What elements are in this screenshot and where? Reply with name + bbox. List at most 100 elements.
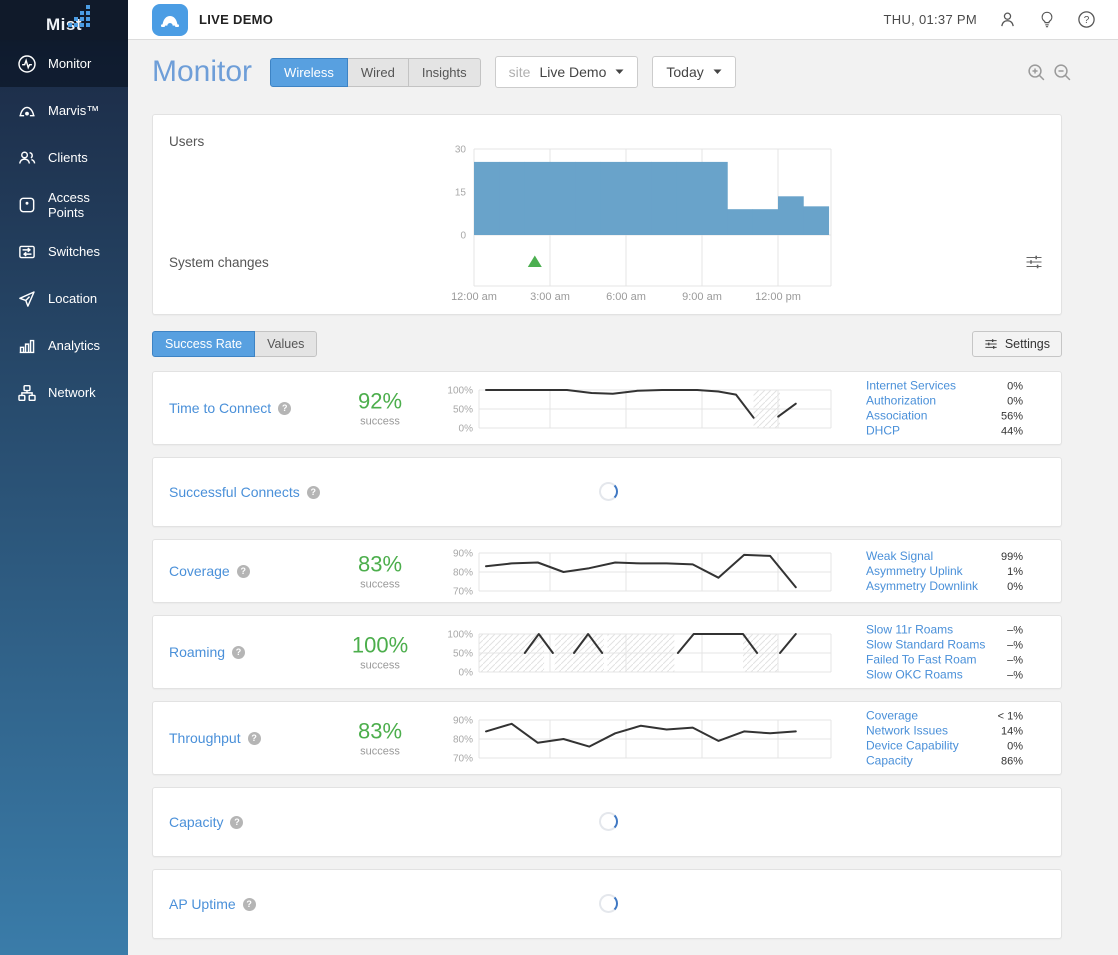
classifier-row: Authorization 0% bbox=[866, 394, 1023, 408]
svg-text:80%: 80% bbox=[453, 568, 473, 579]
metric-sparkline-coverage[interactable]: 90% 80% 70% bbox=[153, 540, 1061, 604]
metric-card-time_to_connect: Time to Connect? 92% success 100% 50% 0% Inter… bbox=[152, 371, 1062, 445]
classifier-label[interactable]: Coverage bbox=[866, 708, 919, 723]
svg-text:100%: 100% bbox=[447, 630, 473, 641]
settings-sliders-icon bbox=[985, 339, 997, 349]
classifier-label[interactable]: Device Capability bbox=[866, 738, 959, 753]
metric-value: 83% success bbox=[357, 551, 403, 591]
classifier-value: –% bbox=[1007, 639, 1023, 652]
metric-help-icon[interactable]: ? bbox=[232, 645, 246, 659]
svg-text:100%: 100% bbox=[447, 386, 473, 397]
sidebar-item-clients[interactable]: Clients bbox=[0, 134, 128, 181]
account-icon[interactable] bbox=[998, 10, 1017, 29]
classifier-list: Slow 11r Roams –% Slow Standard Roams –% Fai… bbox=[866, 623, 1023, 682]
classifier-label[interactable]: Association bbox=[866, 408, 928, 423]
metric-help-icon[interactable]: ? bbox=[306, 485, 320, 499]
site-selector[interactable]: site Live Demo bbox=[494, 56, 639, 88]
metric-value: 83% success bbox=[357, 718, 403, 758]
metric-label-time_to_connect[interactable]: Time to Connect bbox=[169, 400, 272, 416]
classifier-label[interactable]: Slow Standard Roams bbox=[866, 637, 986, 652]
classifier-label[interactable]: Weak Signal bbox=[866, 549, 934, 563]
sidebar-item-network[interactable]: Network bbox=[0, 369, 128, 416]
classifier-label[interactable]: DHCP bbox=[866, 423, 901, 438]
classifier-value: 56% bbox=[1000, 410, 1023, 423]
top-header: LIVE DEMO THU, 01:37 PM ? bbox=[128, 0, 1118, 40]
tab-wired[interactable]: Wired bbox=[346, 57, 409, 87]
zoom-out-icon[interactable] bbox=[1053, 63, 1072, 82]
zoom-in-icon[interactable] bbox=[1027, 63, 1046, 82]
timerange-selector[interactable]: Today bbox=[652, 56, 736, 88]
system-change-marker[interactable] bbox=[527, 255, 542, 268]
metric-help-icon[interactable]: ? bbox=[242, 897, 256, 911]
metric-label-coverage[interactable]: Coverage bbox=[169, 563, 230, 579]
sidebar-item-analytics[interactable]: Analytics bbox=[0, 322, 128, 369]
svg-text:9:00 am: 9:00 am bbox=[682, 291, 722, 303]
settings-button[interactable]: Settings bbox=[971, 331, 1062, 357]
classifier-row: DHCP 44% bbox=[866, 424, 1023, 438]
metric-help-icon[interactable]: ? bbox=[247, 731, 261, 745]
classifier-value: 99% bbox=[1000, 551, 1023, 563]
svg-text:12:00 pm: 12:00 pm bbox=[755, 291, 801, 303]
classifier-value: 86% bbox=[1000, 755, 1023, 768]
toggle-values[interactable]: Values bbox=[254, 331, 318, 357]
classifier-row: Slow 11r Roams –% bbox=[866, 623, 1023, 637]
sidebar-item-location[interactable]: Location bbox=[0, 275, 128, 322]
page-head: Monitor Wireless Wired Insights site Liv… bbox=[128, 50, 1118, 94]
help-icon[interactable]: ? bbox=[1077, 10, 1096, 29]
metric-label-successful_connects[interactable]: Successful Connects bbox=[169, 484, 300, 500]
classifier-label[interactable]: Slow OKC Roams bbox=[866, 667, 963, 682]
tab-insights[interactable]: Insights bbox=[407, 57, 481, 87]
tab-wireless[interactable]: Wireless bbox=[270, 57, 348, 87]
whats-new-icon[interactable] bbox=[1038, 10, 1056, 29]
classifier-value: 0% bbox=[1007, 581, 1023, 593]
svg-text:50%: 50% bbox=[453, 649, 473, 660]
classifier-label[interactable]: Authorization bbox=[866, 393, 937, 408]
classifier-row: Asymmetry Downlink 0% bbox=[866, 579, 1023, 593]
metric-help-icon[interactable]: ? bbox=[230, 815, 244, 829]
metric-label-ap_uptime[interactable]: AP Uptime bbox=[169, 896, 236, 912]
metric-list: Time to Connect? 92% success 100% 50% 0% Inter… bbox=[152, 371, 1062, 955]
metric-help-icon[interactable]: ? bbox=[236, 564, 250, 578]
svg-text:3:00 am: 3:00 am bbox=[530, 291, 570, 303]
classifier-label[interactable]: Internet Services bbox=[866, 378, 957, 393]
sidebar-item-switches[interactable]: Switches bbox=[0, 228, 128, 275]
classifier-row: Failed To Fast Roam –% bbox=[866, 653, 1023, 667]
metric-card-ap_uptime: AP Uptime? bbox=[152, 869, 1062, 939]
classifier-value: < 1% bbox=[997, 710, 1023, 723]
classifier-row: Weak Signal 99% bbox=[866, 549, 1023, 563]
toggle-success-rate[interactable]: Success Rate bbox=[152, 331, 256, 357]
sidebar-item-monitor[interactable]: Monitor bbox=[0, 40, 128, 87]
mist-logo-text: Mist bbox=[46, 15, 82, 34]
metric-label-throughput[interactable]: Throughput bbox=[169, 730, 241, 746]
monitor-icon bbox=[18, 54, 36, 73]
classifier-value: 1% bbox=[1007, 566, 1023, 578]
classifier-list: Weak Signal 99% Asymmetry Uplink 1% Asymmetr… bbox=[866, 549, 1023, 593]
svg-text:6:00 am: 6:00 am bbox=[606, 291, 646, 303]
mist-logo[interactable]: Mist bbox=[0, 0, 128, 40]
metric-sparkline-time_to_connect[interactable]: 100% 50% 0% bbox=[153, 372, 1061, 446]
classifier-label[interactable]: Failed To Fast Roam bbox=[866, 652, 977, 667]
overview-card: Users System changes 30 15 0 12:00 am 3:00 a… bbox=[152, 114, 1062, 315]
classifier-label[interactable]: Capacity bbox=[866, 753, 913, 768]
classifier-row: Asymmetry Uplink 1% bbox=[866, 564, 1023, 578]
classifier-label[interactable]: Slow 11r Roams bbox=[866, 622, 954, 637]
organization-icon bbox=[152, 3, 188, 36]
system-changes-filter-icon[interactable] bbox=[1025, 254, 1043, 275]
svg-text:?: ? bbox=[1084, 15, 1090, 26]
classifier-label[interactable]: Network Issues bbox=[866, 723, 949, 738]
classifier-value: –% bbox=[1007, 669, 1023, 682]
sidebar-item-marvis[interactable]: Marvis™ bbox=[0, 87, 128, 134]
clock: THU, 01:37 PM bbox=[883, 12, 977, 27]
organization-switcher[interactable]: LIVE DEMO bbox=[152, 3, 273, 36]
classifier-label[interactable]: Asymmetry Downlink bbox=[866, 579, 979, 593]
sidebar: Mist Monitor Marvis™ Clients Access Poin… bbox=[0, 0, 128, 955]
metric-label-capacity[interactable]: Capacity bbox=[169, 814, 224, 830]
metric-label-roaming[interactable]: Roaming bbox=[169, 644, 226, 660]
metric-sparkline-throughput[interactable]: 90% 80% 70% bbox=[153, 702, 1061, 776]
classifier-label[interactable]: Asymmetry Uplink bbox=[866, 564, 963, 578]
metric-sparkline-roaming[interactable]: 100% 50% 0% bbox=[153, 616, 1061, 690]
svg-text:0%: 0% bbox=[459, 424, 474, 435]
metric-help-icon[interactable]: ? bbox=[278, 401, 292, 415]
analytics-icon bbox=[19, 339, 35, 353]
sidebar-item-access-points[interactable]: Access Points bbox=[0, 181, 128, 228]
